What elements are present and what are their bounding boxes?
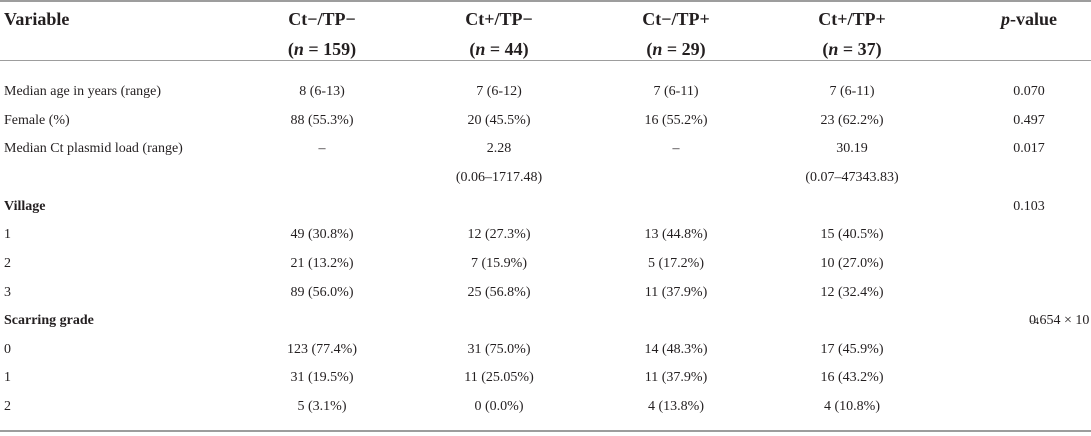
cell: 25 (56.8%) — [467, 285, 531, 300]
cell: 7 (6-11) — [653, 84, 699, 99]
header-group-2-n: (n = 44) — [469, 39, 529, 59]
header-pvalue: p-value — [1001, 4, 1057, 34]
header-variable-label: Variable — [4, 9, 70, 29]
cell: 7 (6-11) — [829, 84, 875, 99]
row-label: Median age in years (range) — [4, 84, 162, 99]
cell: 49 (30.8%) — [290, 227, 354, 242]
cell: 17 (45.9%) — [820, 342, 884, 357]
cell: 7 (15.9%) — [471, 256, 527, 271]
header-group-3-name: Ct−/TP+ — [642, 9, 710, 29]
cell: 4 (13.8%) — [648, 399, 704, 414]
cell: 13 (44.8%) — [644, 227, 708, 242]
cell: 12 (32.4%) — [820, 285, 884, 300]
cell: 14 (48.3%) — [644, 342, 708, 357]
header-group-3: Ct−/TP+ (n = 29) — [642, 4, 710, 64]
row-label: 2 — [4, 256, 11, 271]
table-row: 3 89 (56.0%) 25 (56.8%) 11 (37.9%) 12 (3… — [0, 279, 1091, 307]
cell: – — [672, 141, 680, 156]
section-label: Scarring grade — [4, 313, 94, 328]
section-row-scarring-grade: Scarring grade 0.654 × 10 −4 — [0, 307, 1091, 335]
cell: 8 (6-13) — [299, 84, 345, 99]
cell: 20 (45.5%) — [467, 113, 531, 128]
cell: 123 (77.4%) — [287, 342, 357, 357]
cell: – — [318, 141, 326, 156]
p-value-cell: 0.070 — [1013, 84, 1045, 99]
section-row-village: Village 0.103 — [0, 193, 1091, 221]
cell: 21 (13.2%) — [290, 256, 354, 271]
cell: 12 (27.3%) — [467, 227, 531, 242]
cell: 30.19 — [836, 141, 868, 156]
cell: 23 (62.2%) — [820, 113, 884, 128]
table-row: Median Ct plasmid load (range) – 2.28 – … — [0, 135, 1091, 163]
cell: 0 (0.0%) — [474, 399, 524, 414]
bottom-rule — [0, 430, 1091, 432]
cell: 4 (10.8%) — [824, 399, 880, 414]
header-group-3-n: (n = 29) — [646, 39, 706, 59]
cell: 11 (25.05%) — [464, 370, 534, 385]
table-row: 2 5 (3.1%) 0 (0.0%) 4 (13.8%) 4 (10.8%) — [0, 393, 1091, 421]
header-rule — [0, 60, 1091, 61]
cell: 11 (37.9%) — [644, 370, 708, 385]
row-label: Median Ct plasmid load (range) — [4, 141, 183, 156]
top-rule — [0, 0, 1091, 2]
header-variable: Variable — [4, 4, 69, 34]
cell: 10 (27.0%) — [820, 256, 884, 271]
header-group-1-name: Ct−/TP− — [288, 9, 356, 29]
cell: 5 (3.1%) — [297, 399, 347, 414]
table-row: Median age in years (range) 8 (6-13) 7 (… — [0, 78, 1091, 106]
row-label: 1 — [4, 370, 11, 385]
p-value-cell: 0.103 — [1013, 199, 1045, 214]
cell: 2.28 — [486, 141, 512, 156]
table-row-continuation: (0.06–1717.48) (0.07–47343.83) — [0, 164, 1091, 192]
cell: 31 (19.5%) — [290, 370, 354, 385]
header-group-4-n: (n = 37) — [822, 39, 882, 59]
header-group-1: Ct−/TP− (n = 159) — [288, 4, 356, 64]
cell: 15 (40.5%) — [820, 227, 884, 242]
row-label: 3 — [4, 285, 11, 300]
header-group-4: Ct+/TP+ (n = 37) — [818, 4, 886, 64]
cell: 16 (43.2%) — [820, 370, 884, 385]
header-group-2-name: Ct+/TP− — [465, 9, 533, 29]
p-value-cell: 0.497 — [1013, 113, 1045, 128]
cell: 89 (56.0%) — [290, 285, 354, 300]
row-label: 2 — [4, 399, 11, 414]
table-row: 2 21 (13.2%) 7 (15.9%) 5 (17.2%) 10 (27.… — [0, 250, 1091, 278]
cell: 16 (55.2%) — [644, 113, 708, 128]
row-label: 1 — [4, 227, 11, 242]
cell: 11 (37.9%) — [644, 285, 708, 300]
cell: (0.07–47343.83) — [805, 170, 899, 185]
cell: 88 (55.3%) — [290, 113, 354, 128]
table-row: 1 49 (30.8%) 12 (27.3%) 13 (44.8%) 15 (4… — [0, 221, 1091, 249]
row-label: Female (%) — [4, 113, 70, 128]
row-label: 0 — [4, 342, 11, 357]
header-group-1-n: (n = 159) — [287, 39, 357, 59]
table-row: Female (%) 88 (55.3%) 20 (45.5%) 16 (55.… — [0, 107, 1091, 135]
p-value-cell: 0.017 — [1013, 141, 1045, 156]
cell: (0.06–1717.48) — [455, 170, 543, 185]
cell: 7 (6-12) — [476, 84, 522, 99]
section-label: Village — [4, 199, 46, 214]
header-group-4-name: Ct+/TP+ — [818, 9, 886, 29]
table-row: 0 123 (77.4%) 31 (75.0%) 14 (48.3%) 17 (… — [0, 336, 1091, 364]
header-group-2: Ct+/TP− (n = 44) — [465, 4, 533, 64]
table-row: 1 31 (19.5%) 11 (25.05%) 11 (37.9%) 16 (… — [0, 364, 1091, 392]
cell: 5 (17.2%) — [648, 256, 704, 271]
header-pvalue-label: p-value — [1001, 9, 1057, 29]
cell: 31 (75.0%) — [467, 342, 531, 357]
